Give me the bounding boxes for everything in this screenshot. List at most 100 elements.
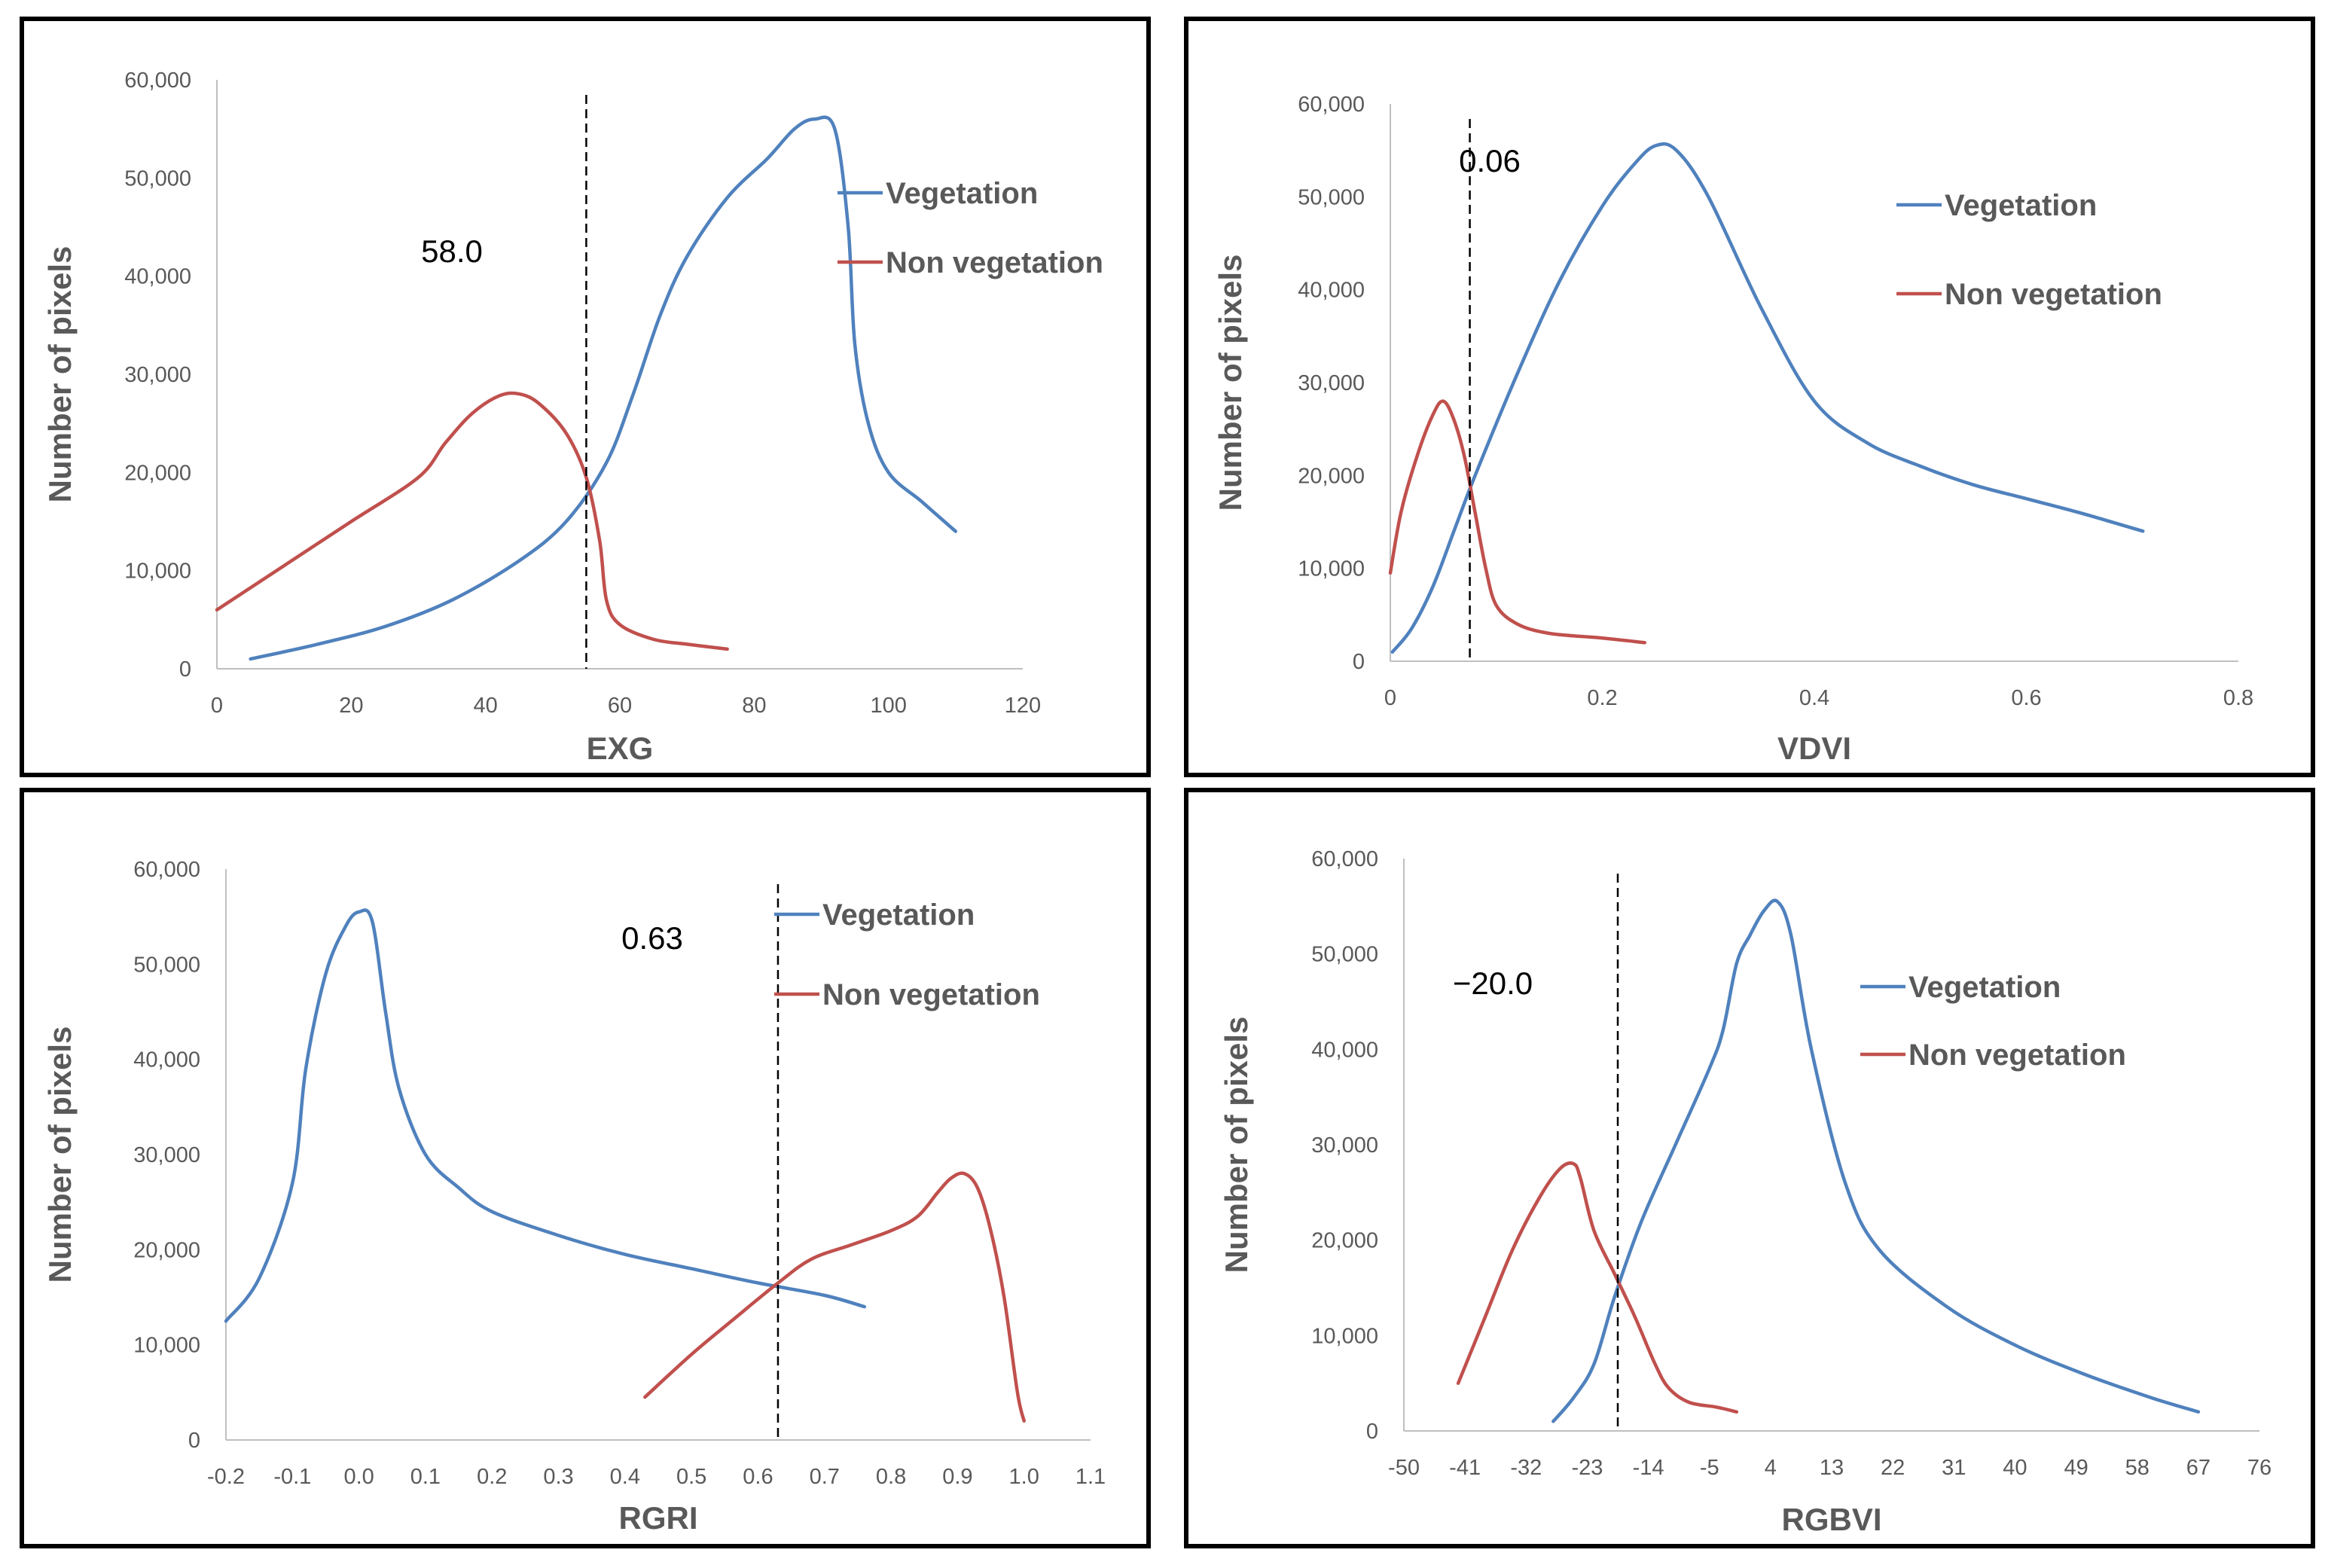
y-tick-label: 30,000 [1298, 371, 1365, 395]
y-tick-label: 40,000 [1311, 1038, 1378, 1062]
x-tick-label: 20 [339, 694, 363, 718]
series-line-vegetation [1390, 142, 2145, 654]
y-axis-title: Number of pixels [42, 1027, 78, 1283]
y-tick-label: 40,000 [124, 265, 191, 289]
x-tick-label: -14 [1633, 1456, 1664, 1480]
legend-label-non-vegetation: Non vegetation [886, 246, 1103, 279]
y-tick-label: 50,000 [124, 166, 191, 191]
x-tick-label: -5 [1700, 1456, 1719, 1480]
x-tick-label: 1.0 [1009, 1465, 1039, 1489]
series-line-vegetation [224, 908, 867, 1323]
y-tick-label: 30,000 [133, 1143, 200, 1167]
y-tick-label: 20,000 [133, 1238, 200, 1262]
legend-label-non-vegetation: Non vegetation [1945, 278, 2162, 311]
chart-panel-rgbvi: 0 10,000 20,000 30,000 40,000 50,000 60,000 -50… [1184, 788, 2315, 1548]
y-tick-label: 10,000 [133, 1334, 200, 1358]
x-tick-label: 0.2 [1587, 686, 1617, 710]
legend-label-vegetation: Vegetation [1945, 189, 2097, 222]
y-tick-label: 60,000 [124, 69, 191, 93]
x-tick-label: 49 [2064, 1456, 2088, 1480]
x-tick-label: -32 [1510, 1456, 1542, 1480]
x-tick-label: 60 [608, 694, 632, 718]
x-tick-label: 0 [1384, 686, 1396, 710]
y-tick-label: 50,000 [1311, 943, 1378, 967]
y-tick-label: 20,000 [1311, 1229, 1378, 1253]
x-tick-label: 0.1 [410, 1465, 441, 1489]
x-tick-label: 0.4 [1799, 686, 1829, 710]
threshold-label: 0.63 [621, 920, 683, 956]
series-line-non-vegetation [1456, 1161, 1739, 1414]
x-tick-label: 13 [1820, 1456, 1844, 1480]
x-tick-label: -0.2 [207, 1465, 245, 1489]
x-axis-title: VDVI [1777, 731, 1851, 766]
chart-panel-vdvi: 0 10,000 20,000 30,000 40,000 50,000 60,000 0 0.… [1184, 17, 2315, 777]
y-tick-label: 10,000 [1298, 557, 1365, 581]
x-tick-label: 80 [742, 694, 766, 718]
series-line-non-vegetation [643, 1171, 1026, 1423]
y-tick-label: 60,000 [133, 858, 200, 882]
x-tick-label: 0.2 [477, 1465, 507, 1489]
y-axis-title: Number of pixels [42, 246, 78, 503]
legend-label-vegetation: Vegetation [886, 177, 1038, 210]
chart-rgbvi: 0 10,000 20,000 30,000 40,000 50,000 60,000 -50… [1219, 847, 2272, 1537]
threshold-label: 0.06 [1459, 143, 1521, 178]
chart-vdvi: 0 10,000 20,000 30,000 40,000 50,000 60,000 0 0.… [1213, 93, 2253, 766]
x-tick-label: 0.9 [942, 1465, 972, 1489]
y-tick-label: 40,000 [1298, 279, 1365, 303]
x-axis-title: RGBVI [1781, 1502, 1881, 1537]
chart-exg: 0 10,000 20,000 30,000 40,000 50,000 60,000 0 20… [42, 69, 1103, 766]
threshold-label: 58.0 [421, 233, 483, 269]
y-tick-label: 0 [179, 657, 191, 682]
legend-label-vegetation: Vegetation [1908, 971, 2061, 1004]
chart-panel-rgri: 0 10,000 20,000 30,000 40,000 50,000 60,000 -0.… [20, 788, 1151, 1548]
x-tick-label: 0.6 [743, 1465, 773, 1489]
y-tick-label: 10,000 [124, 560, 191, 584]
chart-panel-exg: 0 10,000 20,000 30,000 40,000 50,000 60,000 0 20… [20, 17, 1151, 777]
y-tick-label: 50,000 [1298, 185, 1365, 209]
x-tick-label: 76 [2247, 1456, 2272, 1480]
x-tick-label: 0.3 [543, 1465, 573, 1489]
x-tick-label: 0.6 [2011, 686, 2041, 710]
x-tick-label: 0.5 [676, 1465, 706, 1489]
y-tick-label: 20,000 [1298, 464, 1365, 488]
series-line-non-vegetation [1388, 399, 1647, 645]
x-tick-label: 22 [1881, 1456, 1905, 1480]
x-tick-label: 31 [1942, 1456, 1966, 1480]
y-tick-label: 40,000 [133, 1048, 200, 1072]
x-tick-label: 120 [1005, 694, 1041, 718]
x-axis-title: EXG [587, 731, 654, 766]
x-tick-label: 67 [2186, 1456, 2211, 1480]
x-tick-label: 0.8 [2223, 686, 2253, 710]
y-tick-label: 0 [1353, 650, 1365, 674]
legend-label-vegetation: Vegetation [822, 898, 975, 932]
y-axis-title: Number of pixels [1213, 255, 1248, 511]
y-tick-label: 50,000 [133, 953, 200, 977]
legend-label-non-vegetation: Non vegetation [1908, 1039, 2126, 1072]
y-tick-label: 10,000 [1311, 1324, 1378, 1348]
y-tick-label: 0 [1366, 1420, 1378, 1444]
x-tick-label: 0.4 [610, 1465, 640, 1489]
x-tick-label: -50 [1388, 1456, 1420, 1480]
x-tick-label: 1.1 [1076, 1465, 1106, 1489]
x-tick-label: 0.7 [810, 1465, 840, 1489]
x-tick-label: 0.0 [343, 1465, 374, 1489]
y-tick-label: 20,000 [124, 461, 191, 485]
series-line-vegetation [1551, 898, 2201, 1423]
x-tick-label: 40 [474, 694, 498, 718]
x-tick-label: -23 [1571, 1456, 1603, 1480]
x-tick-label: 40 [2003, 1456, 2027, 1480]
legend-label-non-vegetation: Non vegetation [822, 978, 1040, 1011]
x-tick-label: 100 [870, 694, 906, 718]
threshold-label: −20.0 [1453, 966, 1533, 1001]
y-tick-label: 0 [188, 1429, 200, 1453]
chart-rgri: 0 10,000 20,000 30,000 40,000 50,000 60,000 -0.… [42, 858, 1106, 1536]
y-tick-label: 30,000 [124, 363, 191, 387]
series-line-non-vegetation [215, 391, 729, 651]
x-tick-label: 4 [1765, 1456, 1777, 1480]
y-tick-label: 60,000 [1298, 93, 1365, 117]
y-tick-label: 30,000 [1311, 1133, 1378, 1158]
y-axis-title: Number of pixels [1219, 1017, 1254, 1274]
x-tick-label: 58 [2125, 1456, 2150, 1480]
series-line-vegetation [249, 115, 958, 661]
x-tick-label: 0 [211, 694, 223, 718]
